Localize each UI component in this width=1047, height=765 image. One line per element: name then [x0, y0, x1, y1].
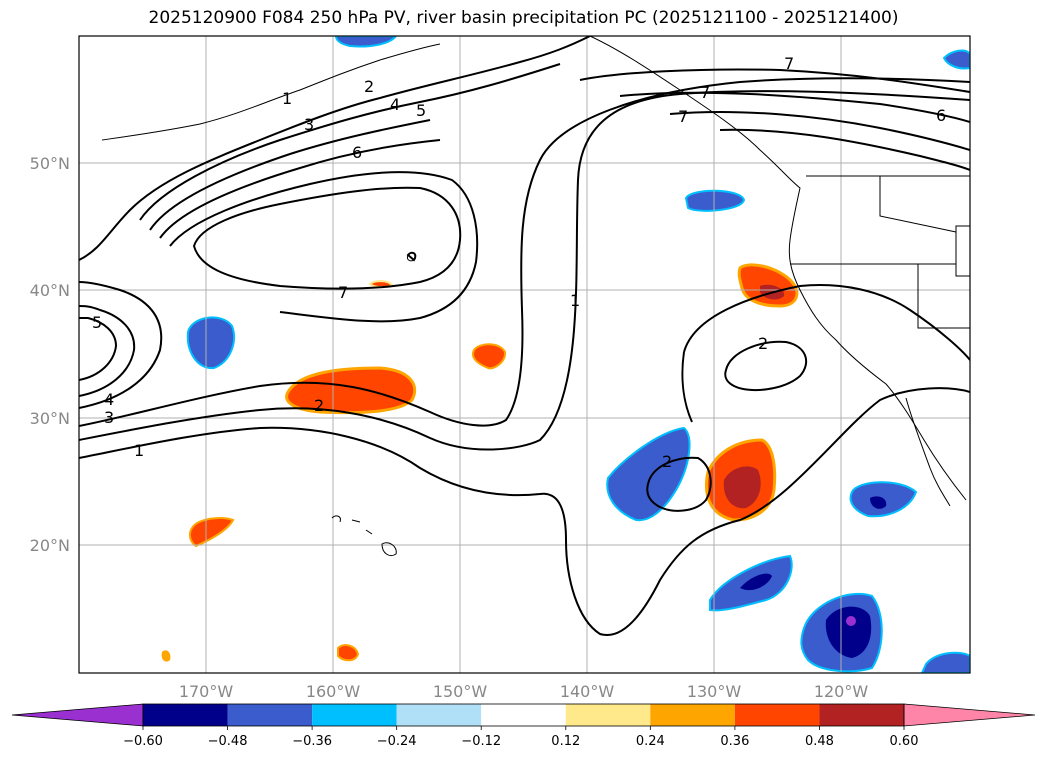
colorbar-extend-min [11, 703, 144, 727]
colorbar-swatch [227, 704, 313, 726]
pv-contour-label: 3 [104, 408, 114, 427]
precip-strong-positive-core [723, 466, 761, 509]
colorbar-tick-label: 0.48 [805, 734, 834, 749]
pv-contour-label: 7 [700, 83, 710, 102]
precip-negative-blob [606, 426, 691, 522]
precip-extreme-negative-core [846, 616, 856, 626]
colorbar-swatch [143, 704, 228, 726]
precip-negative-blob [186, 316, 235, 370]
colorbar-swatch [650, 704, 735, 726]
pv-contour-labels: 1 2 3 4 5 6 7 5 4 3 1 2 7 1 2 2 7 7 6 [92, 54, 946, 471]
colorbar-swatch [481, 704, 566, 726]
pv-contour-label: 7 [338, 283, 348, 302]
colorbar-swatch [819, 704, 904, 726]
colorbar-tick-label: 0.36 [720, 734, 749, 749]
pv-contours [79, 36, 970, 637]
lat-label-20n: 20°N [30, 536, 70, 555]
pv-contour-label: 4 [104, 390, 114, 409]
colorbar-frame [142, 703, 905, 727]
pv-contour-label: 2 [364, 77, 374, 96]
pv-contour-label: 1 [282, 89, 292, 108]
colorbar-tick-label: 0.12 [551, 734, 580, 749]
gridlines [79, 36, 970, 673]
lon-label-160w: 160°W [306, 682, 361, 701]
lon-label-150w: 150°W [433, 682, 488, 701]
colorbar-tick-label: −0.36 [292, 734, 332, 749]
map-title: 2025120900 F084 250 hPa PV, river basin … [148, 8, 899, 28]
precip-positive-blob [161, 650, 171, 662]
precip-positive-blob [368, 280, 394, 289]
precip-strong-negative-core [740, 573, 772, 591]
lat-label-40n: 40°N [30, 281, 70, 300]
precip-negative-blob [920, 651, 970, 673]
longitude-labels: 170°W 160°W 150°W 140°W 130°W 120°W [179, 682, 869, 701]
pv-contour-label: 1 [134, 441, 144, 460]
lon-label-170w: 170°W [179, 682, 234, 701]
precip-positive-blob [188, 517, 235, 548]
precip-negative-blob [684, 189, 746, 212]
precip-negative-blob [942, 49, 970, 70]
pv-contour-label: 6 [936, 106, 946, 125]
lon-label-140w: 140°W [560, 682, 615, 701]
colorbar-tick-label: −0.12 [461, 734, 501, 749]
colorbar: −0.60 −0.48 −0.36 −0.24 −0.12 0.12 0.24 0.36 0.4… [11, 703, 1036, 749]
colorbar-tick-label: 0.24 [636, 734, 665, 749]
pv-contour-label: 5 [416, 101, 426, 120]
colorbar-extend-max [903, 703, 1036, 727]
colorbar-swatch [734, 704, 820, 726]
colorbar-swatch [312, 704, 397, 726]
lat-label-30n: 30°N [30, 409, 70, 428]
pv-contour-label: 4 [390, 95, 400, 114]
colorbar-swatch [565, 704, 651, 726]
precip-positive-blob [337, 644, 360, 662]
pv-contour-label: 1 [570, 291, 580, 310]
colorbar-tick-label: −0.48 [208, 734, 248, 749]
pv-contour-label: 7 [678, 107, 688, 126]
pv-contour-label: 2 [758, 334, 768, 353]
precip-positive-blob [472, 343, 507, 370]
precip-negative-blob [334, 36, 398, 48]
precip-shading [161, 36, 970, 673]
pv-contour-label: 3 [304, 115, 314, 134]
latitude-labels: 50°N 40°N 30°N 20°N [30, 154, 70, 555]
precip-strong-negative-core [870, 496, 887, 509]
pv-contour-label: 2 [314, 396, 324, 415]
colorbar-swatch [396, 704, 482, 726]
pv-contour-label: 7 [784, 54, 794, 73]
colorbar-tick-label: −0.24 [377, 734, 417, 749]
colorbar-tick-label: −0.60 [123, 734, 163, 749]
pv-contour-label: 2 [662, 452, 672, 471]
precip-positive-blob [285, 366, 417, 415]
colorbar-tick-label: 0.60 [890, 734, 919, 749]
lon-label-120w: 120°W [814, 682, 869, 701]
coastlines [101, 36, 970, 557]
map-frame [78, 35, 971, 674]
pv-contour-label: 6 [352, 143, 362, 162]
lat-label-50n: 50°N [30, 154, 70, 173]
lon-label-130w: 130°W [687, 682, 742, 701]
precip-strong-negative-core [825, 606, 872, 658]
pv-contour-label: 5 [92, 313, 102, 332]
